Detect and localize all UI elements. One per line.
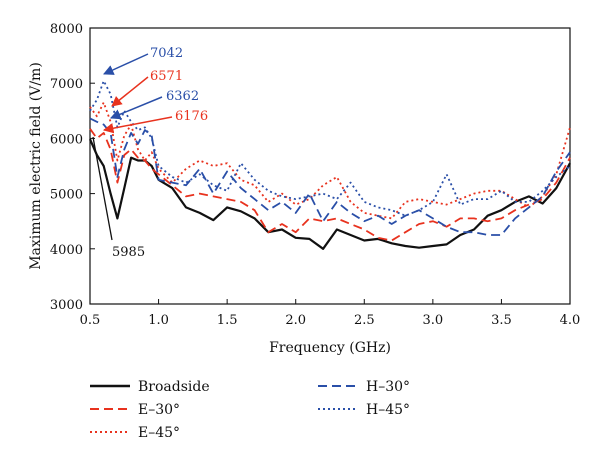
x-tick-label: 1.5 <box>217 313 238 328</box>
x-tick-label: 2.0 <box>285 313 306 328</box>
x-tick-label: 1.0 <box>148 313 169 328</box>
legend-label-e30: E–30° <box>138 402 180 418</box>
y-axis-title: Maximum electric field (V/m) <box>28 62 44 270</box>
annotation-arrow-7042 <box>103 53 149 75</box>
annotation-6176: 6176 <box>175 109 208 124</box>
annotation-5985: 5985 <box>112 245 145 260</box>
y-tick-label: 3000 <box>50 298 83 313</box>
annotation-layer: 7042 6571 6362 6176 5985 <box>92 46 208 260</box>
annotation-arrow-6362 <box>110 96 163 120</box>
plot-frame <box>89 27 571 305</box>
series-layer <box>88 80 571 250</box>
annotation-7042: 7042 <box>150 46 183 61</box>
series-line-e-30 <box>89 128 571 242</box>
x-axis-ticks: 0.5 1.0 1.5 2.0 2.5 3.0 3.5 4.0 <box>80 299 581 328</box>
legend-label-h30: H–30° <box>366 379 410 395</box>
series-line-h-45 <box>89 80 571 217</box>
legend-label-h45: H–45° <box>366 402 410 418</box>
y-tick-label: 8000 <box>50 22 83 37</box>
x-tick-label: 2.5 <box>354 313 375 328</box>
legend-label-e45: E–45° <box>138 425 180 441</box>
legend-item-broadside: Broadside <box>90 379 210 395</box>
annotation-6362: 6362 <box>166 89 199 104</box>
y-tick-label: 4000 <box>50 243 83 258</box>
legend: Broadside E–30° E–45° H–30° H–45° <box>90 379 410 441</box>
annotation-line-5985 <box>92 136 113 241</box>
y-tick-label: 5000 <box>50 188 83 203</box>
legend-item-e45: E–45° <box>90 425 180 441</box>
legend-label-broadside: Broadside <box>138 379 210 395</box>
x-tick-label: 4.0 <box>560 313 581 328</box>
y-tick-label: 6000 <box>50 132 83 147</box>
x-tick-label: 0.5 <box>80 313 101 328</box>
x-axis-title: Frequency (GHz) <box>269 340 391 356</box>
y-axis-ticks: 3000 4000 5000 6000 7000 8000 <box>50 22 95 313</box>
x-tick-label: 3.5 <box>491 313 512 328</box>
legend-item-e30: E–30° <box>90 402 180 418</box>
annotation-arrow-6571 <box>111 76 149 107</box>
legend-item-h30: H–30° <box>318 379 410 395</box>
annotation-6571: 6571 <box>150 69 183 84</box>
legend-item-h45: H–45° <box>318 402 410 418</box>
series-line-e-45 <box>89 101 571 220</box>
series-line-h-30 <box>89 117 571 236</box>
y-tick-label: 7000 <box>50 77 83 92</box>
series-line-broadside <box>88 138 571 250</box>
annotation-arrow-6176 <box>102 116 173 134</box>
x-tick-label: 3.0 <box>423 313 444 328</box>
